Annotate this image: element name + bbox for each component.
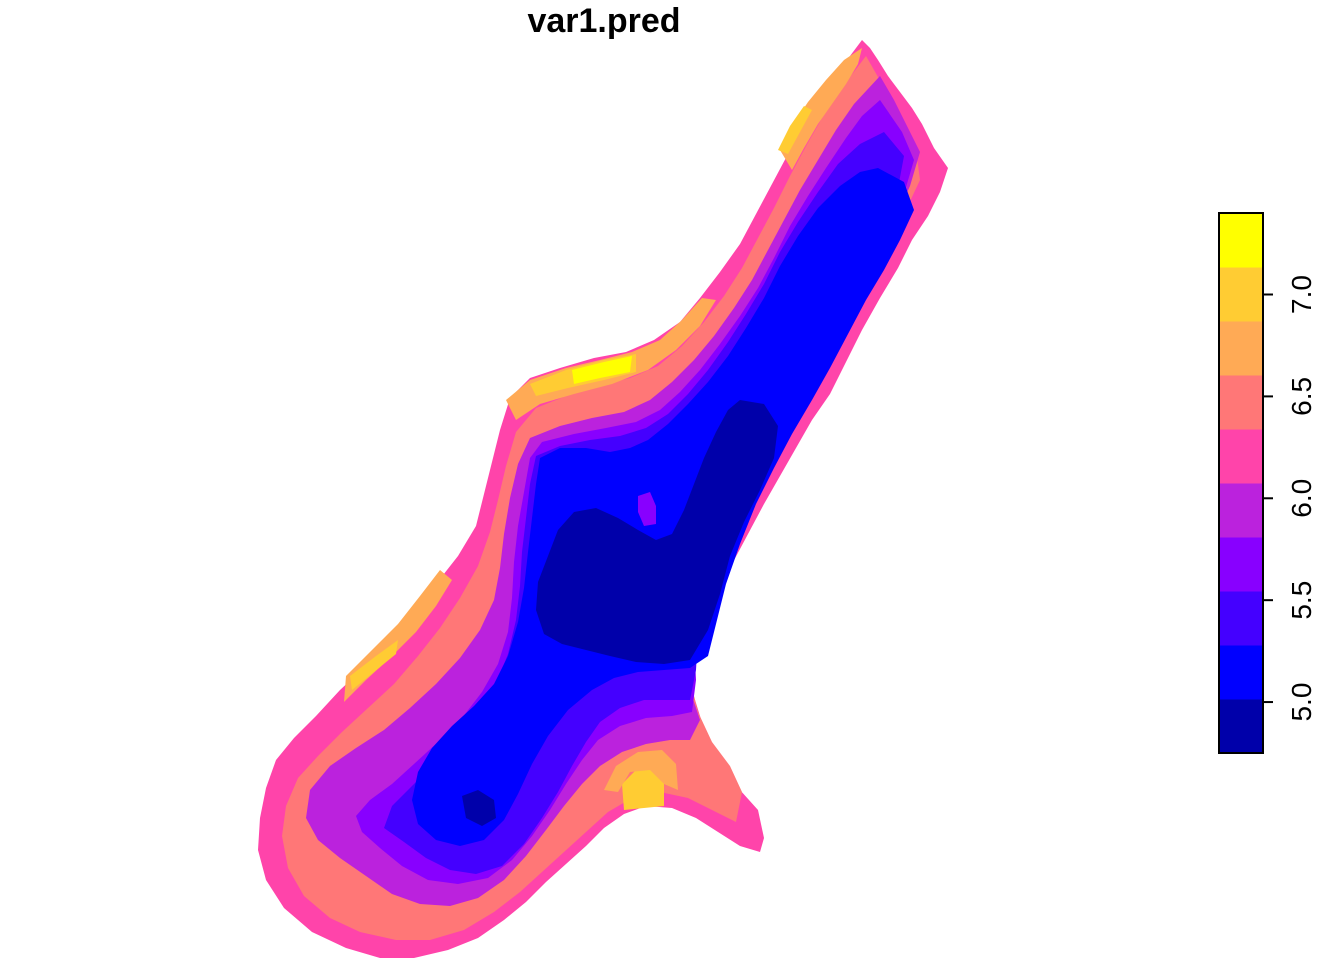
legend-color-box <box>1219 375 1263 430</box>
zone-gold-w <box>350 640 398 690</box>
legend-color-box <box>1219 591 1263 646</box>
legend-ticks: 5.0 5.5 6.0 6.5 7.0 <box>1263 275 1317 722</box>
zone-orange-ne <box>780 48 862 170</box>
legend-color-box <box>1219 699 1263 754</box>
legend-color-box <box>1219 267 1263 322</box>
raster-layer <box>258 40 948 958</box>
legend-color-box <box>1219 537 1263 592</box>
legend-color-box <box>1219 645 1263 700</box>
legend-color-box <box>1219 321 1263 376</box>
zone-navy-core <box>536 400 778 664</box>
legend-color-box <box>1219 429 1263 484</box>
zone-orange-se <box>604 750 678 792</box>
legend-tick-label: 5.0 <box>1286 683 1317 722</box>
legend-tick-label: 5.5 <box>1286 581 1317 620</box>
zone-yellow-mid <box>572 356 632 384</box>
zone-purple-spot <box>638 492 656 526</box>
legend-color-box <box>1219 213 1263 268</box>
legend-frame <box>1218 212 1264 754</box>
zone-gold-se <box>622 768 664 810</box>
legend-tick-label: 6.5 <box>1286 377 1317 416</box>
zone-gold-ne <box>778 106 812 154</box>
color-legend: 5.0 5.5 6.0 6.5 7.0 <box>1218 212 1317 754</box>
legend-tick-label: 7.0 <box>1286 275 1317 314</box>
map-title: var1.pred <box>527 2 681 40</box>
zone-navy-spot <box>462 790 496 826</box>
zone-blue <box>412 168 914 846</box>
legend-color-boxes <box>1219 213 1263 754</box>
legend-tick-label: 6.0 <box>1286 479 1317 518</box>
legend-color-box <box>1219 483 1263 538</box>
prediction-raster-map <box>258 40 948 958</box>
